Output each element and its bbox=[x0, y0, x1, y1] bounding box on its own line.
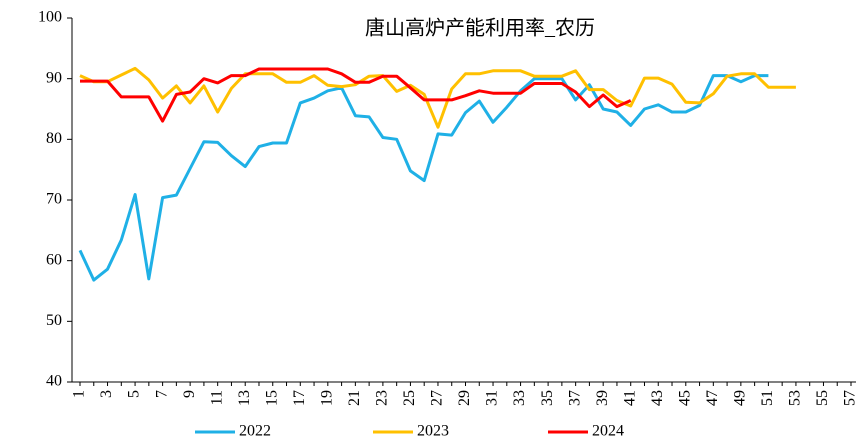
x-tick-label: 3 bbox=[98, 390, 115, 398]
x-tick-label: 49 bbox=[732, 390, 749, 406]
chart-title: 唐山高炉产能利用率_农历 bbox=[365, 17, 595, 40]
x-tick-label: 33 bbox=[511, 390, 528, 406]
x-tick-label: 45 bbox=[676, 390, 693, 406]
legend-label: 2022 bbox=[239, 423, 271, 440]
series-line bbox=[78, 74, 769, 282]
series-line bbox=[79, 66, 796, 129]
y-tick-label: 40 bbox=[46, 373, 62, 390]
x-tick-label: 15 bbox=[263, 390, 280, 406]
y-tick-label: 50 bbox=[46, 312, 62, 329]
x-tick-label: 47 bbox=[704, 390, 721, 406]
x-tick-label: 1 bbox=[71, 390, 88, 398]
y-tick-label: 60 bbox=[46, 251, 62, 268]
y-tick-label: 80 bbox=[46, 130, 62, 147]
x-tick-label: 37 bbox=[566, 390, 583, 406]
legend-label: 2023 bbox=[417, 423, 449, 440]
x-tick-label: 19 bbox=[318, 390, 335, 406]
x-tick-label: 57 bbox=[842, 390, 858, 406]
x-tick-label: 25 bbox=[401, 390, 418, 406]
x-tick-label: 41 bbox=[621, 390, 638, 406]
x-tick-label: 11 bbox=[208, 390, 225, 405]
x-tick-label: 43 bbox=[649, 390, 666, 406]
x-tick-label: 39 bbox=[594, 390, 611, 406]
x-tick-label: 53 bbox=[787, 390, 804, 406]
x-tick-label: 35 bbox=[539, 390, 556, 406]
x-tick-label: 13 bbox=[236, 390, 253, 406]
x-tick-label: 23 bbox=[374, 390, 391, 406]
x-tick-label: 9 bbox=[181, 390, 198, 398]
x-tick-label: 31 bbox=[484, 390, 501, 406]
y-tick-label: 100 bbox=[38, 9, 62, 26]
legend-label: 2024 bbox=[592, 423, 624, 440]
x-tick-label: 17 bbox=[291, 390, 308, 406]
x-tick-label: 29 bbox=[456, 390, 473, 406]
y-tick-label: 90 bbox=[46, 69, 62, 86]
x-tick-label: 21 bbox=[346, 390, 363, 406]
x-tick-label: 55 bbox=[814, 390, 831, 406]
x-tick-label: 27 bbox=[429, 390, 446, 406]
x-tick-label: 7 bbox=[153, 390, 170, 398]
x-tick-label: 51 bbox=[759, 390, 776, 406]
x-tick-label: 5 bbox=[126, 390, 143, 398]
series-line bbox=[80, 67, 632, 123]
y-tick-label: 70 bbox=[46, 191, 62, 208]
